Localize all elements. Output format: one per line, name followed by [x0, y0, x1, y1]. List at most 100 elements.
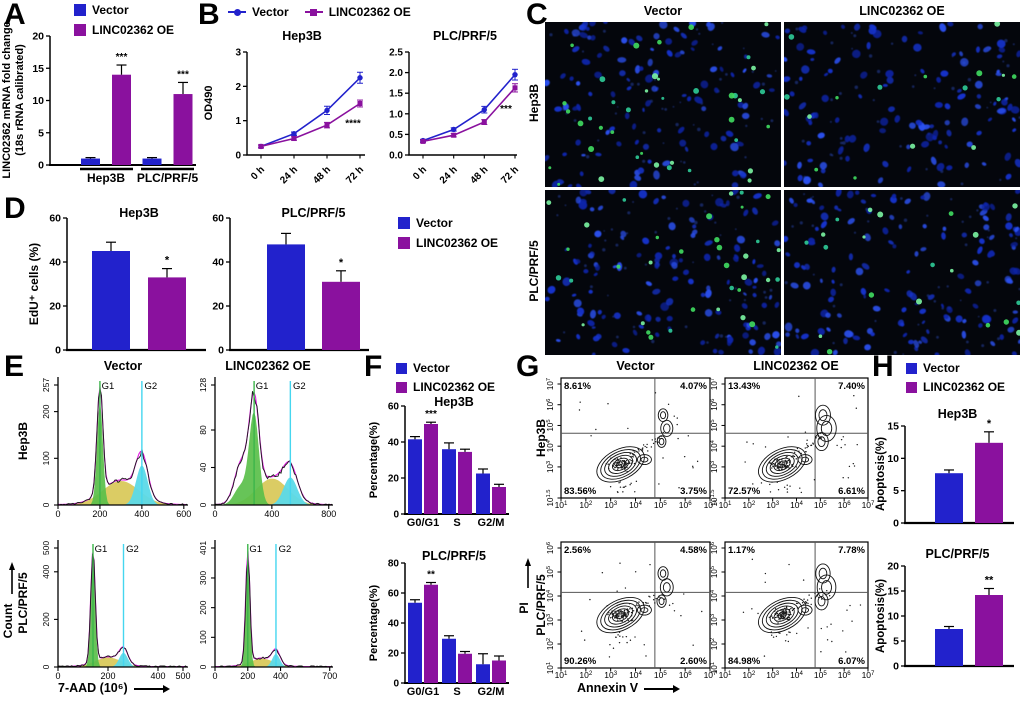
edu-positive-cell	[737, 98, 742, 103]
scatter-dot	[780, 612, 782, 614]
nucleus	[868, 26, 877, 35]
quadrant-pct-upper-right: 4.58%	[680, 545, 707, 556]
nucleus	[682, 269, 690, 276]
contour-ring	[640, 456, 649, 463]
nucleus	[810, 199, 816, 205]
nucleus	[700, 340, 706, 346]
scatter-dot	[578, 409, 581, 411]
nucleus	[784, 322, 793, 332]
scatter-dot	[614, 615, 616, 617]
y-tick-label: 0	[393, 510, 399, 521]
nucleus	[879, 128, 886, 134]
scatter-dot	[579, 401, 581, 403]
column-title-vector: Vector	[103, 359, 143, 373]
tspan: 4	[639, 670, 643, 677]
contour-ring	[658, 437, 665, 446]
legend-label-oe: LINC02362 OE	[92, 23, 175, 37]
scatter-dot	[778, 459, 780, 461]
scatter-dot	[610, 457, 612, 459]
scatter-dot	[853, 394, 855, 397]
nucleus	[690, 233, 696, 238]
faint-nucleus	[876, 120, 880, 123]
nucleus	[946, 165, 953, 171]
nucleus	[940, 70, 949, 77]
scatter-dot	[618, 461, 621, 463]
nucleus	[768, 294, 773, 300]
scatter-dot	[624, 621, 626, 623]
scatter-dot	[687, 435, 690, 437]
faint-nucleus	[832, 304, 836, 308]
scatter-dot	[771, 615, 773, 617]
edu-positive-cell	[976, 70, 983, 77]
point-marker	[258, 143, 264, 149]
legend-label-vector: Vector	[413, 361, 450, 375]
nucleus	[575, 81, 581, 86]
edu-positive-cell	[784, 94, 790, 100]
y-tick-label: 40	[49, 257, 61, 269]
nucleus	[1014, 158, 1020, 168]
nucleus	[743, 209, 749, 217]
scatter-dot	[773, 458, 776, 461]
nucleus	[784, 28, 791, 34]
faint-nucleus	[986, 236, 989, 239]
faint-nucleus	[607, 294, 609, 297]
nucleus	[562, 152, 567, 157]
bar	[81, 158, 100, 165]
nucleus	[769, 88, 775, 93]
g2-label: G2	[126, 544, 139, 555]
scatter-dot	[613, 617, 616, 619]
y-tick-label: 20	[49, 301, 61, 313]
scatter-dot	[796, 447, 799, 450]
nucleus	[860, 199, 867, 204]
scatter-dot	[629, 453, 631, 455]
nucleus	[834, 117, 840, 123]
scatter-dot	[807, 602, 809, 605]
log-tick-label: 102	[742, 670, 755, 680]
scatter-dot	[652, 442, 655, 445]
nucleus	[934, 352, 940, 355]
panel-label-d: D	[4, 192, 26, 225]
scatter-dot	[851, 620, 853, 622]
scatter-dot	[746, 441, 748, 443]
nucleus	[959, 51, 964, 57]
nucleus	[909, 292, 917, 301]
scatter-dot	[771, 467, 773, 469]
nucleus	[624, 112, 630, 120]
contour-ring	[797, 604, 813, 616]
scatter-dot	[779, 632, 781, 634]
y-tick-label: 5	[893, 485, 899, 497]
scatter-dot	[847, 477, 850, 479]
nucleus	[835, 190, 842, 197]
log-tick-label: 106	[546, 542, 555, 554]
scatter-dot	[632, 450, 634, 452]
nucleus	[610, 91, 616, 98]
scatter-dot	[608, 656, 611, 658]
scatter-dot	[629, 458, 631, 461]
scatter-dot	[815, 435, 817, 438]
legend-label-vector: Vector	[416, 216, 453, 230]
contour-ring	[769, 454, 795, 474]
scatter-dot	[635, 604, 637, 607]
nucleus	[852, 335, 861, 341]
faint-nucleus	[615, 243, 619, 247]
bar	[975, 595, 1003, 666]
edu-positive-cell	[657, 39, 662, 45]
nucleus	[595, 333, 602, 340]
faint-nucleus	[795, 27, 799, 31]
faint-nucleus	[584, 264, 587, 268]
scatter-dot	[618, 482, 620, 484]
log-tick-label: 104	[546, 439, 555, 452]
scatter-dot	[655, 597, 657, 600]
y-axis-label-pi: PI	[517, 602, 531, 613]
log-tick-label: 103	[546, 461, 555, 473]
legend-item-oe: LINC02362 OE	[396, 380, 495, 394]
x-tick-label: 400	[273, 671, 288, 681]
edu-positive-cell	[751, 65, 756, 71]
nucleus	[807, 237, 815, 245]
scatter-dot	[629, 639, 632, 641]
log-tick-label: 104	[710, 439, 719, 452]
nucleus	[651, 85, 658, 92]
scatter-dot	[806, 439, 808, 441]
nucleus	[653, 33, 660, 40]
log-tick-label: 105	[546, 566, 555, 578]
